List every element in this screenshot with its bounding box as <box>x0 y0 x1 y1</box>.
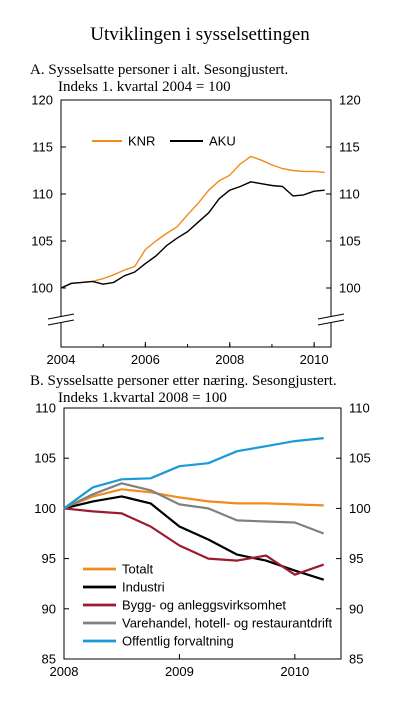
y-tick-label-right: 85 <box>349 652 363 667</box>
axis-break-gap <box>317 317 345 323</box>
plot-frame <box>63 407 342 660</box>
panel-a: A. Sysselsatte personer i alt. Sesongjus… <box>30 62 361 367</box>
x-tick-label: 2004 <box>47 352 76 367</box>
y-tick-label-left: 105 <box>31 234 53 249</box>
legend-label: KNR <box>128 134 155 149</box>
y-tick-label-left: 110 <box>35 401 56 416</box>
y-tick-label-left: 100 <box>31 281 53 296</box>
legend-label: AKU <box>209 134 236 149</box>
panel-a-plot: 120 120 115 115 110 110 105 105 100 100 2004 2006 20… <box>31 93 360 368</box>
legend-label: Offentlig forvaltning <box>122 634 234 649</box>
legend-label: Industri <box>122 580 165 595</box>
series-line-4 <box>63 437 324 510</box>
panel-a-title-line2: Indeks 1. kvartal 2004 = 100 <box>58 79 231 95</box>
plot-frame <box>60 99 332 348</box>
panel-b-title-line2: Indeks 1.kvartal 2008 = 100 <box>58 390 227 406</box>
series-line-1 <box>60 181 325 289</box>
y-tick-label-left: 110 <box>32 187 53 202</box>
y-tick-label-right: 120 <box>339 93 361 108</box>
y-tick-label-right: 95 <box>349 551 363 566</box>
y-tick-label-right: 105 <box>339 234 361 249</box>
legend-label: Varehandel, hotell- og restaurantdrift <box>122 616 332 631</box>
panel-b: B. Sysselsatte personer etter næring. Se… <box>30 373 371 679</box>
y-tick-label-left: 85 <box>42 652 56 667</box>
axis-break-gap <box>47 317 75 323</box>
x-tick-label: 2010 <box>280 664 309 679</box>
x-tick-label: 2009 <box>165 664 194 679</box>
x-tick-label: 2008 <box>215 352 244 367</box>
y-tick-label-right: 90 <box>349 601 363 616</box>
y-tick-label-right: 110 <box>349 401 370 416</box>
y-tick-label-left: 95 <box>42 551 56 566</box>
axis-break-mark <box>47 313 75 320</box>
x-tick-label: 2008 <box>50 664 79 679</box>
series-line-0 <box>60 155 325 289</box>
x-tick-label: 2006 <box>131 352 160 367</box>
y-tick-label-left: 120 <box>31 93 53 108</box>
y-tick-label-right: 115 <box>339 140 360 155</box>
series-line-0 <box>63 488 324 510</box>
axis-break-mark <box>47 319 75 326</box>
y-tick-label-left: 90 <box>42 601 56 616</box>
y-tick-label-left: 105 <box>34 451 56 466</box>
legend-label: Totalt <box>122 562 153 577</box>
y-tick-label-left: 100 <box>34 501 56 516</box>
series-line-3 <box>63 482 325 535</box>
series-line-2 <box>63 507 325 576</box>
y-tick-label-right: 100 <box>339 281 361 296</box>
y-tick-label-left: 115 <box>32 140 53 155</box>
axis-break-mark <box>317 319 345 326</box>
y-tick-label-right: 100 <box>349 501 371 516</box>
x-tick-label: 2010 <box>300 352 329 367</box>
y-tick-label-right: 105 <box>349 451 371 466</box>
panel-a-title-line1: A. Sysselsatte personer i alt. Sesongjus… <box>30 62 288 78</box>
panel-b-title-line1: B. Sysselsatte personer etter næring. Se… <box>30 373 337 389</box>
y-tick-label-right: 110 <box>339 187 360 202</box>
axis-break-mark <box>317 313 345 320</box>
legend-label: Bygg- og anleggsvirksomhet <box>122 598 286 613</box>
figure-title: Utviklingen i sysselsettingen <box>90 24 310 45</box>
